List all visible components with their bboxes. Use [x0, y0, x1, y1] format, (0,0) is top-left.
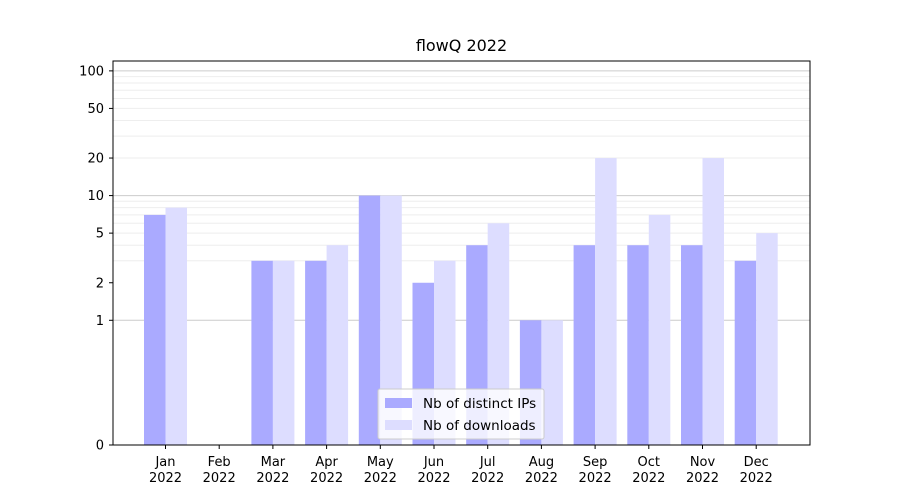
x-tick-label-month: Apr — [315, 455, 338, 470]
x-tick-label-month: Oct — [638, 455, 660, 470]
x-tick-label-month: Jan — [154, 455, 175, 470]
bar-ips — [734, 260, 757, 445]
legend-label-ips: Nb of distinct IPs — [423, 396, 536, 412]
x-tick-label-year: 2022 — [740, 471, 773, 486]
x-axis: Jan2022Feb2022Mar2022Apr2022May2022Jun20… — [149, 445, 773, 486]
x-tick-label-year: 2022 — [149, 471, 182, 486]
x-tick-label-year: 2022 — [417, 471, 450, 486]
y-tick-label: 1 — [96, 314, 104, 329]
x-tick-label-year: 2022 — [364, 471, 397, 486]
bar-downloads — [756, 233, 778, 445]
bar-ips — [573, 245, 596, 445]
y-tick-label: 100 — [79, 64, 104, 79]
bar-ips — [305, 260, 327, 445]
x-tick-label-month: Jun — [423, 455, 444, 470]
x-tick-label-year: 2022 — [310, 471, 343, 486]
legend-box — [377, 388, 545, 440]
bar-ips — [681, 245, 703, 445]
bar-downloads — [272, 260, 295, 445]
x-tick-label-year: 2022 — [203, 471, 236, 486]
bar-ips — [358, 195, 381, 445]
x-tick-label-year: 2022 — [579, 471, 612, 486]
x-tick-label-month: Nov — [690, 455, 716, 470]
x-tick-label-year: 2022 — [525, 471, 558, 486]
x-tick-label-month: Jul — [479, 455, 496, 470]
bar-downloads — [541, 320, 563, 445]
bar-ips — [251, 260, 273, 445]
y-axis: 0 1 2 5 10 20 50 100 — [79, 64, 113, 454]
bar-downloads — [380, 195, 402, 445]
y-tick-label: 50 — [87, 102, 104, 117]
chart-title: flowQ 2022 — [416, 36, 507, 55]
bar-ips — [627, 245, 649, 445]
bar-downloads — [648, 214, 671, 445]
bar-downloads — [702, 158, 724, 445]
y-tick-label: 10 — [87, 189, 104, 204]
plot-frame — [112, 60, 811, 446]
x-tick-label-year: 2022 — [471, 471, 504, 486]
x-tick-label-month: Dec — [744, 455, 769, 470]
y-tick-label: 0 — [96, 439, 104, 454]
bar-downloads — [326, 245, 349, 445]
y-tick-label: 20 — [87, 152, 104, 167]
x-tick-label-month: Feb — [208, 455, 231, 470]
x-tick-label-month: Sep — [583, 455, 608, 470]
legend-swatch-ips — [385, 398, 412, 408]
bar-downloads — [595, 158, 617, 445]
legend-swatch-downloads — [385, 420, 412, 430]
x-tick-label-month: May — [367, 455, 394, 470]
bar-downloads — [165, 207, 187, 445]
x-tick-label-year: 2022 — [686, 471, 719, 486]
x-tick-label-year: 2022 — [256, 471, 289, 486]
x-tick-label-month: Aug — [529, 455, 554, 470]
legend-label-downloads: Nb of downloads — [423, 418, 536, 434]
grid-lines — [113, 70, 810, 321]
x-tick-label-month: Mar — [261, 455, 286, 470]
y-tick-label: 5 — [96, 227, 104, 242]
legend: Nb of distinct IPs Nb of downloads — [377, 388, 545, 440]
bar-ips — [144, 214, 166, 445]
x-tick-label-year: 2022 — [632, 471, 665, 486]
y-tick-label: 2 — [96, 276, 104, 291]
bars — [144, 158, 778, 445]
